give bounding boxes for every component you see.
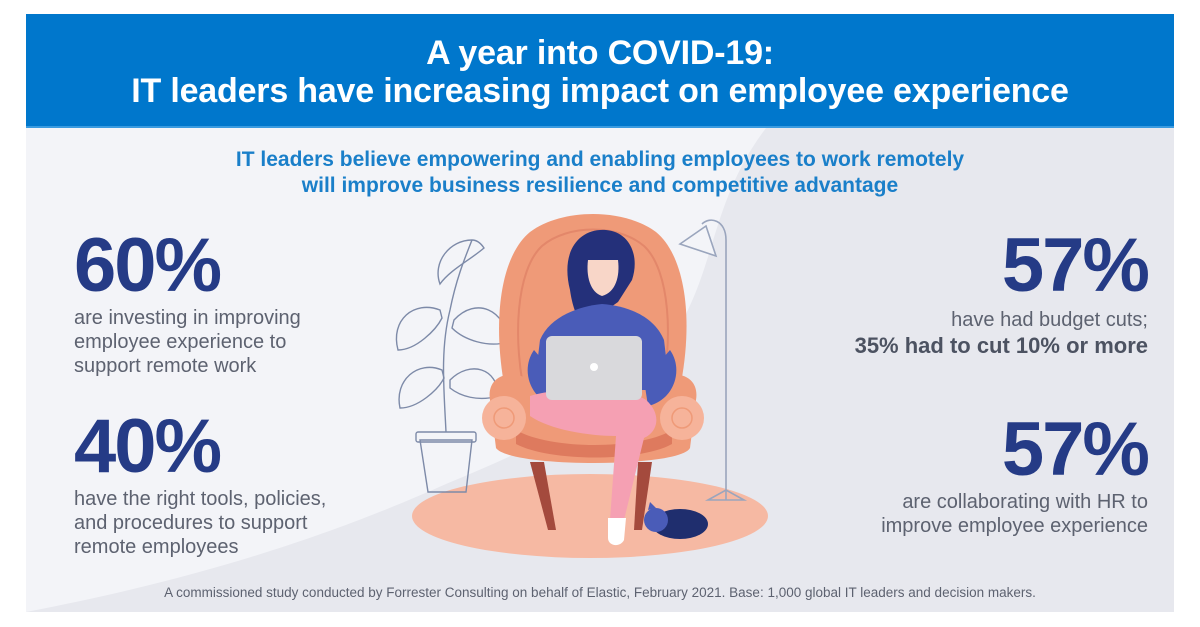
subtitle-line-2: will improve business resilience and com… [301,174,899,197]
stat-description: have the right tools, policies, and proc… [74,488,327,558]
plant-icon [395,239,509,493]
floor-lamp-icon [678,219,748,501]
background-curve-shape [26,128,1174,612]
infographic-card: A year into COVID-19: IT leaders have in… [26,14,1174,612]
subtitle-line-1: IT leaders believe empowering and enabli… [235,148,965,171]
stat-value: 40% [74,404,222,489]
stat-description: are collaborating with HR to improve emp… [881,491,1148,537]
page-title: A year into COVID-19: IT leaders have in… [26,34,1174,110]
stat-collaborating-hr: 57% are collaborating with HR to improve… [728,407,1150,538]
remote-worker-illustration [395,214,768,558]
stat-description: are investing in improving employee expe… [74,307,301,377]
title-line-2: IT leaders have increasing impact on emp… [131,72,1069,110]
rug-icon [412,474,768,558]
subtitle: IT leaders believe empowering and enabli… [26,147,1174,199]
stat-investing-employee-experience: 60% are investing in improving employee … [74,228,404,378]
header-banner: A year into COVID-19: IT leaders have in… [26,14,1174,128]
stat-emphasis: 35% had to cut 10% or more [854,333,1148,358]
stat-right-tools: 40% have the right tools, policies, and … [74,409,404,559]
stat-value: 57% [1001,223,1150,308]
source-footnote: A commissioned study conducted by Forres… [164,585,1036,600]
stat-budget-cuts: 57% have had budget cuts; 35% had to cut… [728,223,1150,360]
cat-icon [644,502,708,539]
title-line-1: A year into COVID-19: [426,34,774,72]
stat-description: have had budget cuts; [951,309,1148,331]
chair-leg-icon [634,462,652,530]
stat-value: 60% [74,223,222,308]
chair-leg-icon [530,462,556,530]
stat-value: 57% [1001,407,1150,492]
